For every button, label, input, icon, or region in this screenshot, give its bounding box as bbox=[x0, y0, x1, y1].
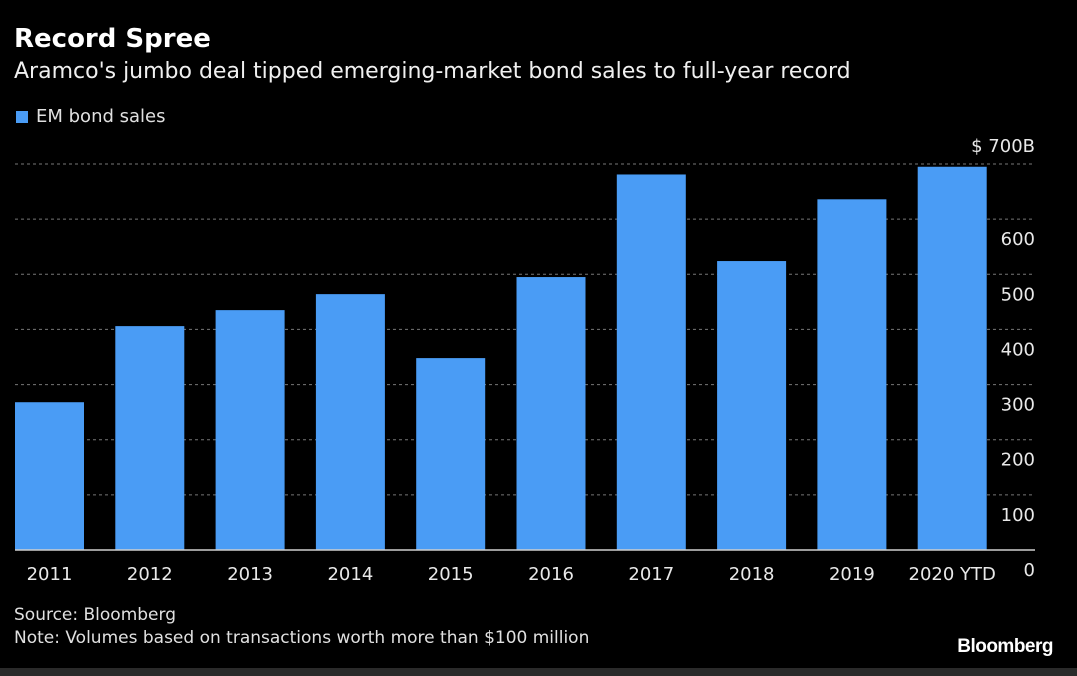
x-tick-label: 2011 bbox=[27, 564, 73, 585]
y-tick-label: 100 bbox=[1001, 505, 1035, 526]
source-note: Source: Bloomberg bbox=[14, 605, 176, 625]
bar-2014 bbox=[315, 294, 385, 550]
legend-label: EM bond sales bbox=[36, 106, 166, 127]
y-tick-label: 200 bbox=[1001, 450, 1035, 471]
y-tick-label: 600 bbox=[1001, 229, 1035, 250]
bar-2013 bbox=[215, 310, 285, 550]
bar-2018 bbox=[717, 261, 787, 550]
bloomberg-logo: Bloomberg bbox=[957, 636, 1053, 657]
x-tick-label: 2015 bbox=[428, 564, 474, 585]
bar-2017 bbox=[616, 174, 686, 550]
chart-subtitle: Aramco's jumbo deal tipped emerging-mark… bbox=[14, 59, 851, 84]
x-tick-label: 2018 bbox=[729, 564, 775, 585]
x-tick-label: 2014 bbox=[327, 564, 373, 585]
x-tick-label: 2016 bbox=[528, 564, 574, 585]
bar-2020-ytd bbox=[917, 166, 987, 550]
x-tick-label: 2012 bbox=[127, 564, 173, 585]
x-tick-label: 2019 bbox=[829, 564, 875, 585]
bar-2011 bbox=[15, 402, 84, 550]
bottom-strip bbox=[0, 668, 1077, 676]
y-tick-label: 400 bbox=[1001, 339, 1035, 360]
y-tick-label: 0 bbox=[1024, 560, 1035, 581]
x-tick-label: 2013 bbox=[227, 564, 273, 585]
legend: EM bond sales bbox=[16, 106, 165, 127]
x-tick-label: 2017 bbox=[628, 564, 674, 585]
x-tick-label: 2020 YTD bbox=[909, 564, 996, 585]
chart-title: Record Spree bbox=[14, 24, 211, 54]
bar-2019 bbox=[817, 199, 887, 550]
y-tick-label: 300 bbox=[1001, 395, 1035, 416]
bar-2012 bbox=[115, 326, 185, 550]
legend-swatch bbox=[16, 110, 28, 123]
footnote: Note: Volumes based on transactions wort… bbox=[14, 628, 590, 648]
bar-2015 bbox=[416, 358, 486, 550]
y-tick-label: 500 bbox=[1001, 284, 1035, 305]
y-tick-label: $ 700B bbox=[971, 136, 1035, 157]
bar-2016 bbox=[516, 277, 586, 550]
